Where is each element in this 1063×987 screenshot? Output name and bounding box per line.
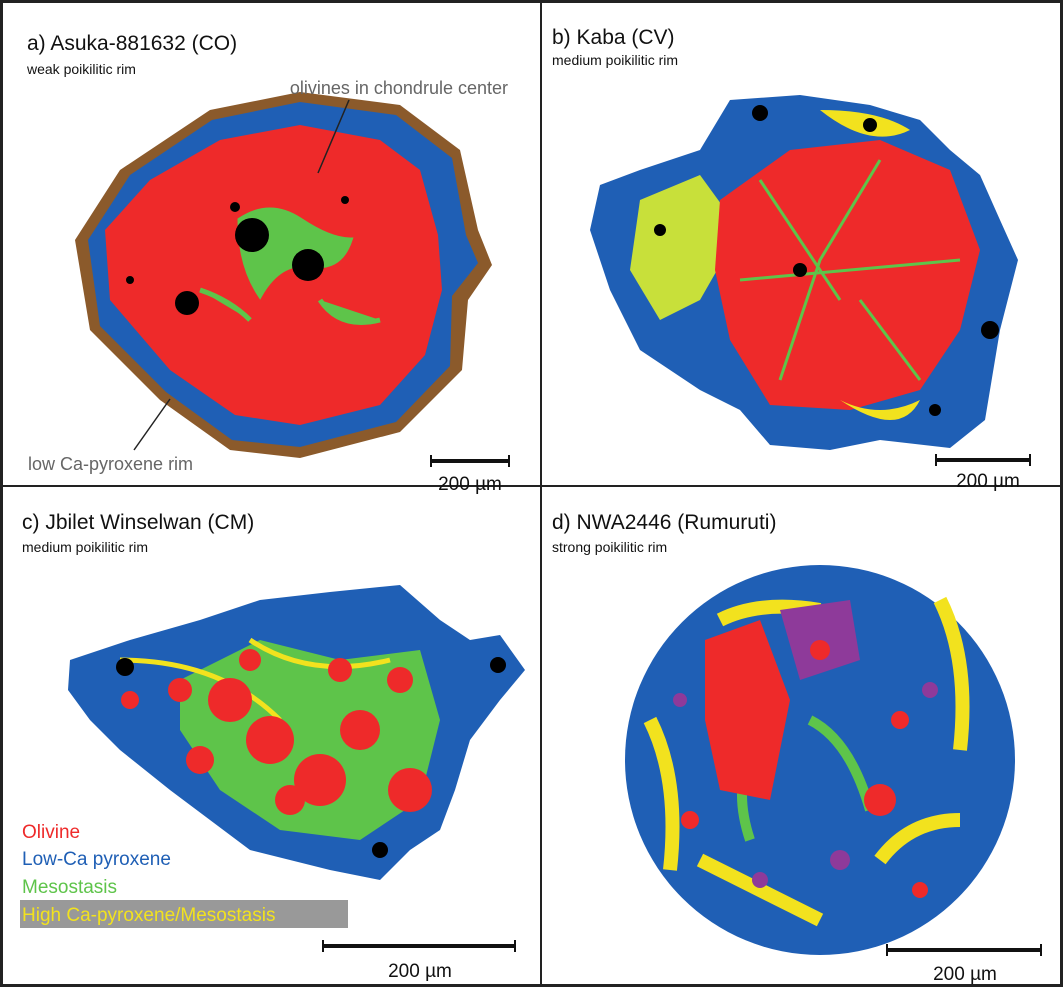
panel-title: b) Kaba (CV) xyxy=(552,26,675,49)
figure: a) Asuka-881632 (CO) weak poikilitic rim… xyxy=(0,0,1063,987)
legend-item: High Ca-pyroxene/Mesostasis xyxy=(22,905,275,926)
panel-title: c) Jbilet Winselwan (CM) xyxy=(22,511,254,534)
annotation: low Ca-pyroxene rim xyxy=(28,454,193,474)
panel-title: d) NWA2446 (Rumuruti) xyxy=(552,511,776,534)
scale-label: 200 µm xyxy=(438,474,502,495)
phase-map-d xyxy=(625,565,1015,955)
panel-subtitle: strong poikilitic rim xyxy=(552,539,667,555)
panel-title: a) Asuka-881632 (CO) xyxy=(27,32,237,55)
scale-label: 200 µm xyxy=(956,471,1020,492)
scale-label: 200 µm xyxy=(933,964,997,985)
panel-subtitle: weak poikilitic rim xyxy=(26,61,136,77)
annotation: olivines in chondrule center xyxy=(290,78,508,98)
scale-label: 200 µm xyxy=(388,961,452,982)
panel-subtitle: medium poikilitic rim xyxy=(552,52,678,68)
legend-item: Olivine xyxy=(22,822,80,843)
legend-item: Mesostasis xyxy=(22,877,117,898)
legend-item: Low-Ca pyroxene xyxy=(22,849,171,870)
panel-subtitle: medium poikilitic rim xyxy=(22,539,148,555)
